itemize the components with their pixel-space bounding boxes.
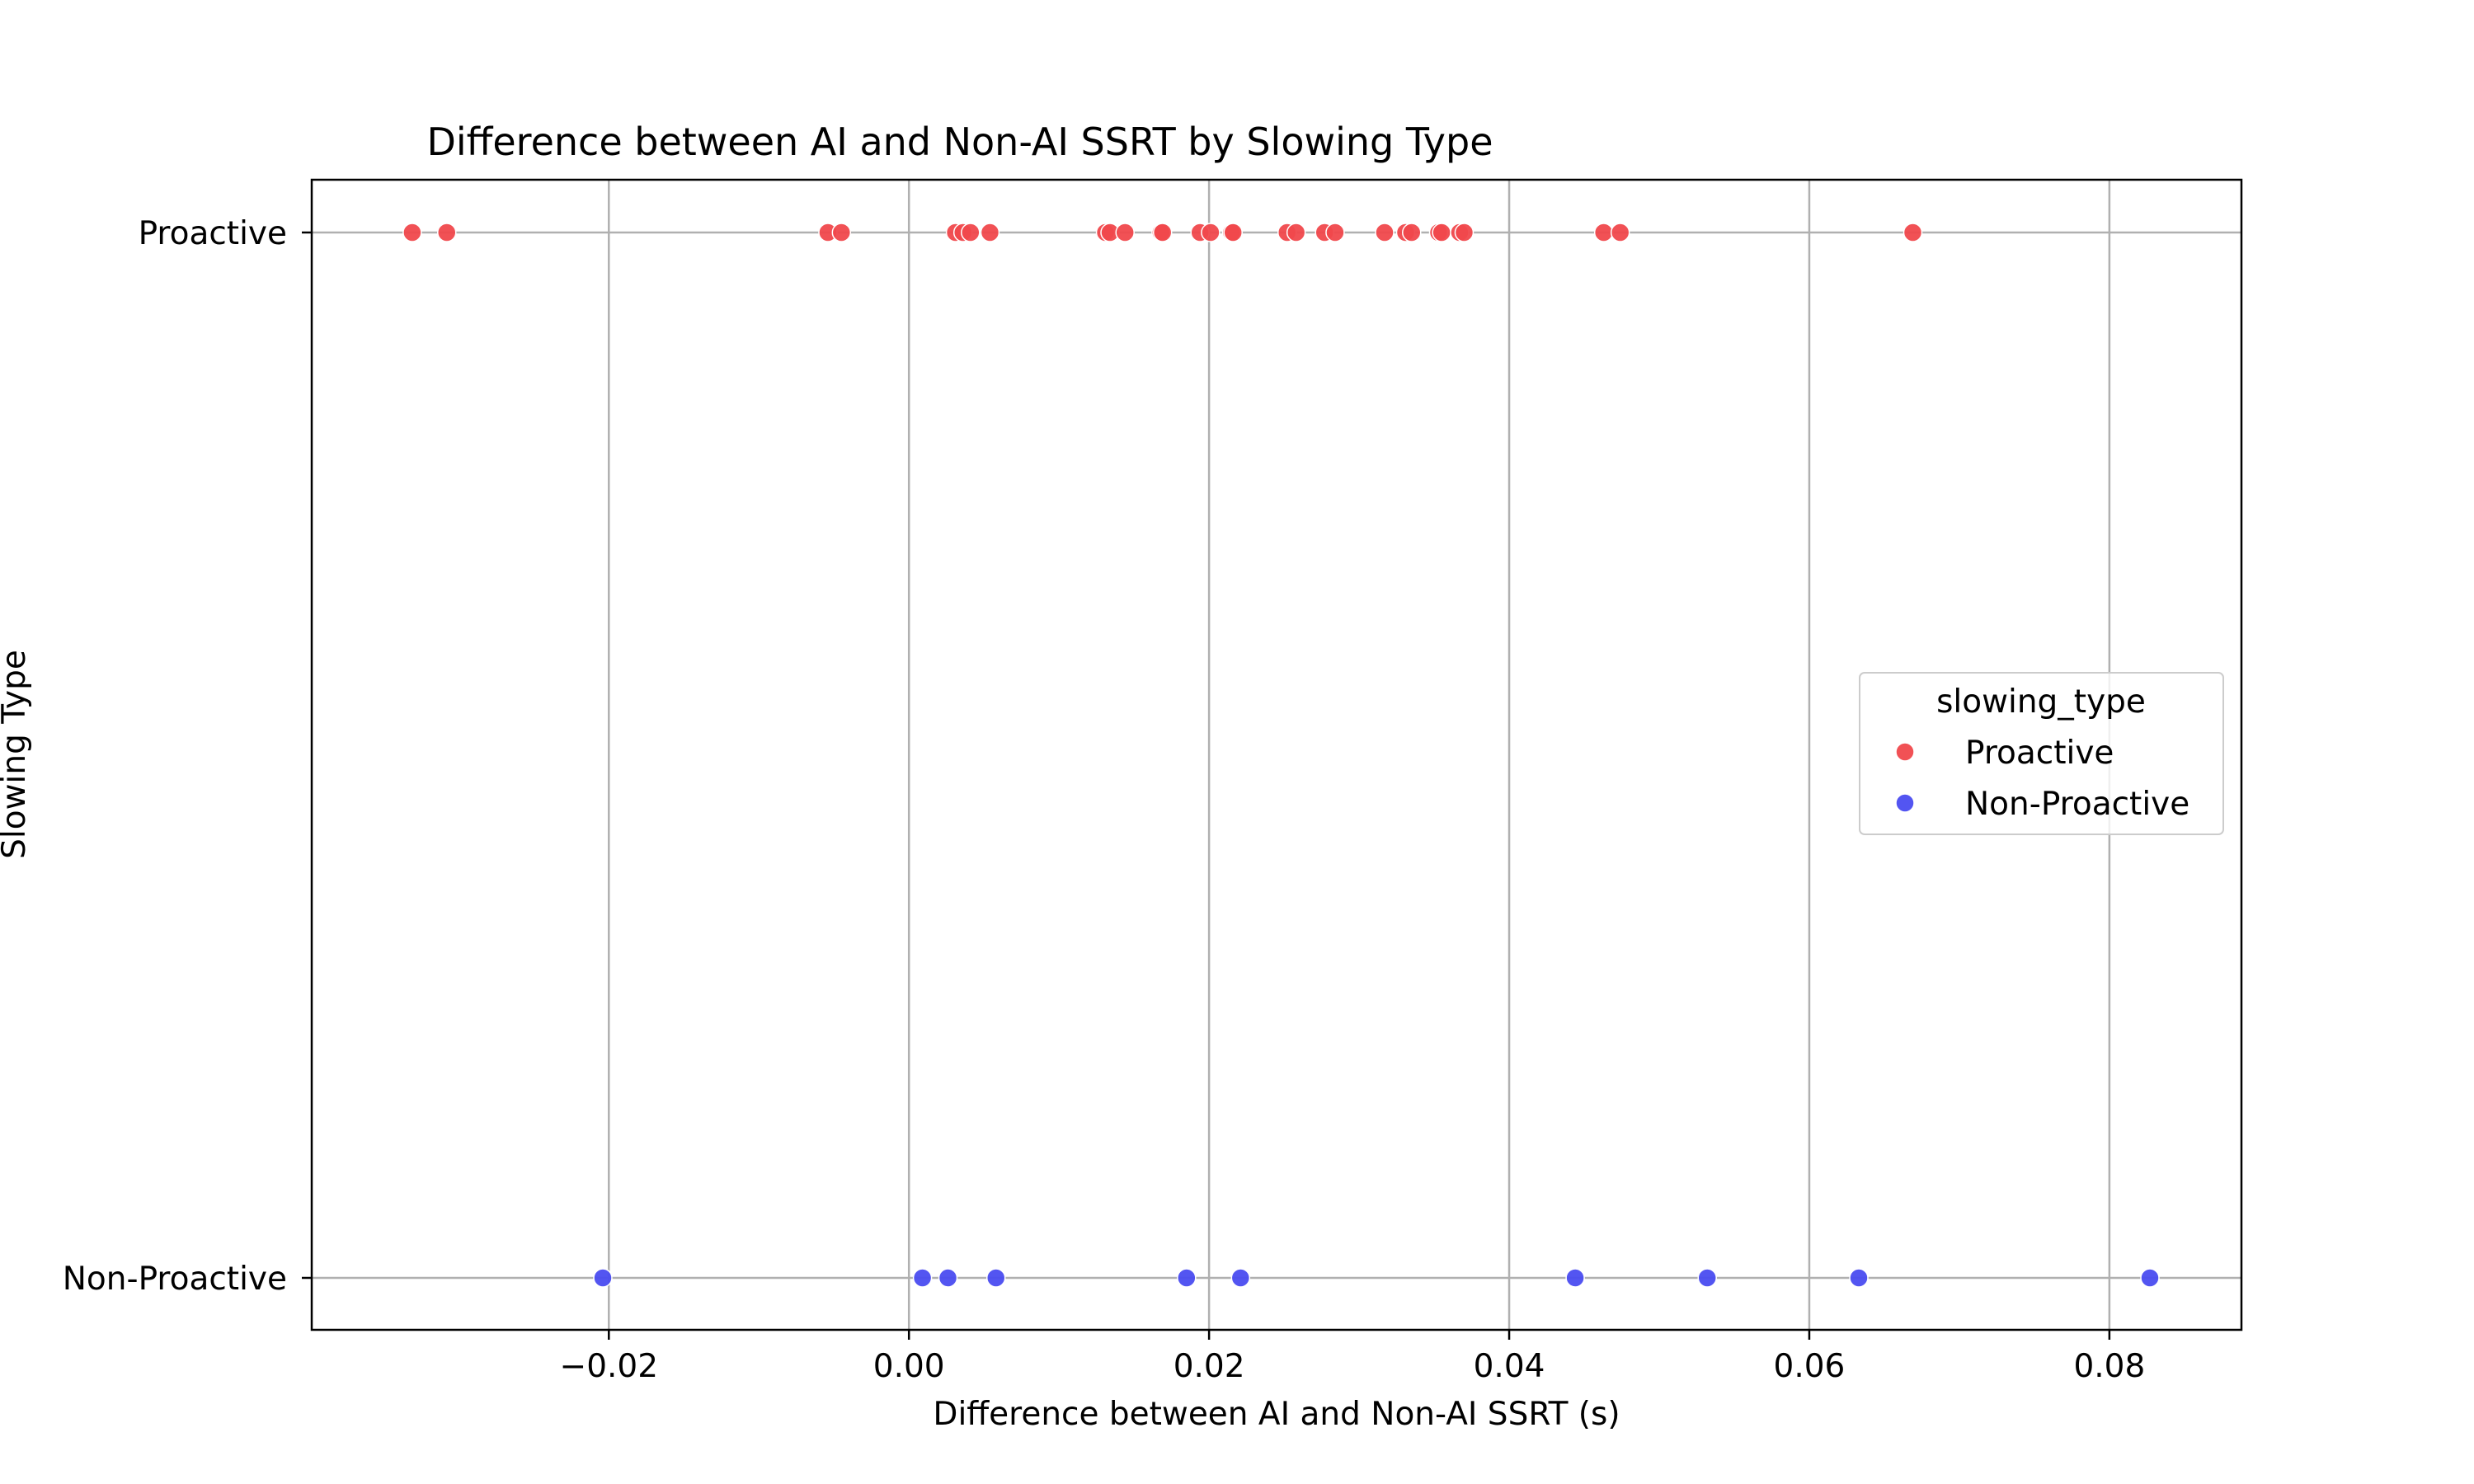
x-tick-label: 0.04 xyxy=(1474,1348,1545,1385)
data-points xyxy=(402,223,2160,1288)
legend-marker xyxy=(1895,793,1915,813)
x-tick-label: 0.06 xyxy=(1774,1348,1846,1385)
chart-title: Difference between AI and Non-AI SSRT by… xyxy=(426,120,1493,164)
legend-label: Non-Proactive xyxy=(1965,786,2189,823)
data-point xyxy=(1177,1268,1197,1288)
legend-title: slowing_type xyxy=(1936,683,2146,721)
data-point xyxy=(1849,1268,1869,1288)
data-point xyxy=(980,223,1000,242)
data-point xyxy=(831,223,852,242)
data-point xyxy=(1223,223,1243,242)
plot-area xyxy=(310,178,2243,1331)
data-point xyxy=(1115,223,1135,242)
data-point xyxy=(2140,1268,2160,1288)
y-tick-label: Proactive xyxy=(139,215,287,252)
data-point xyxy=(1454,223,1475,242)
data-point xyxy=(938,1268,958,1288)
data-point xyxy=(961,223,981,242)
data-point xyxy=(1402,223,1422,242)
x-tick-label: −0.02 xyxy=(560,1348,659,1385)
data-point xyxy=(437,223,457,242)
data-point xyxy=(1432,223,1451,242)
data-point xyxy=(1201,223,1221,242)
data-point xyxy=(1375,223,1395,242)
legend-marker xyxy=(1895,742,1915,762)
data-point xyxy=(1697,1268,1717,1288)
data-point xyxy=(985,1268,1006,1288)
data-point xyxy=(593,1268,613,1288)
x-axis-label: Difference between AI and Non-AI SSRT (s… xyxy=(933,1396,1620,1433)
data-point xyxy=(1565,1268,1585,1288)
y-tick-label: Non-Proactive xyxy=(63,1261,287,1298)
x-axis: −0.02 0.00 0.02 0.04 0.06 0.08 xyxy=(560,1330,2145,1385)
data-point xyxy=(402,223,422,242)
x-tick-label: 0.08 xyxy=(2073,1348,2145,1385)
legend-frame xyxy=(1859,672,2224,835)
data-point xyxy=(912,1268,933,1288)
y-axis: Proactive Non-Proactive xyxy=(63,215,312,1298)
data-point xyxy=(1286,223,1306,242)
data-point xyxy=(1610,223,1630,242)
data-point xyxy=(1903,223,1923,242)
data-point xyxy=(1593,223,1614,242)
data-point xyxy=(1230,1268,1251,1288)
legend-label: Proactive xyxy=(1965,735,2114,772)
x-tick-label: 0.02 xyxy=(1174,1348,1245,1385)
y-axis-label: Slowing Type xyxy=(0,650,33,859)
data-point xyxy=(1325,223,1345,242)
legend: slowing_type Proactive Non-Proactive xyxy=(1859,672,2224,835)
x-tick-label: 0.00 xyxy=(873,1348,945,1385)
data-point xyxy=(1152,223,1173,242)
